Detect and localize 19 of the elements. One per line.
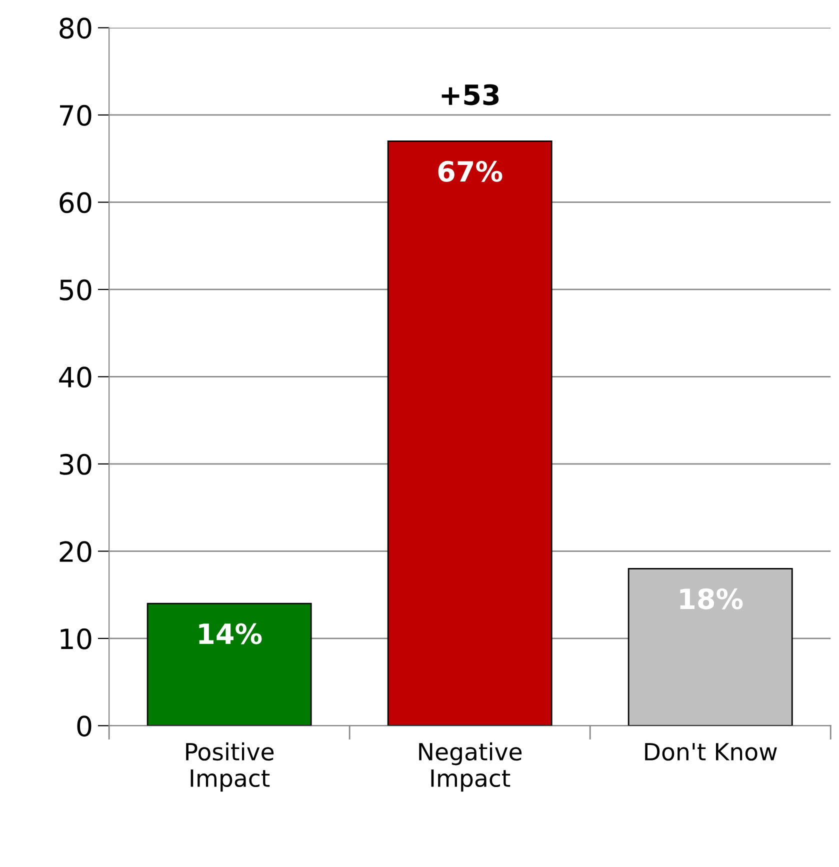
y-tick-label: 60 [60, 192, 92, 214]
y-tick-label: 50 [60, 279, 92, 300]
y-tick-label: 80 [60, 18, 92, 39]
x-tick-label: Positive Impact [186, 742, 274, 792]
data-label: 14% [199, 623, 262, 644]
bar [387, 140, 552, 726]
data-label: 67% [438, 160, 502, 182]
x-tick-label: Don't Know [645, 743, 777, 761]
bar [146, 602, 312, 726]
y-tick-label: 20 [60, 541, 92, 562]
y-tick-label: 10 [60, 628, 92, 650]
y-tick-label: 70 [60, 104, 92, 126]
data-label: 18% [680, 588, 743, 610]
annotation: +53 [442, 84, 499, 106]
x-tick-label: Negative Impact [419, 742, 522, 792]
y-tick-label: 0 [77, 716, 92, 737]
bar [628, 568, 793, 726]
y-tick-label: 40 [59, 366, 92, 388]
y-tick-label: 30 [60, 454, 92, 475]
